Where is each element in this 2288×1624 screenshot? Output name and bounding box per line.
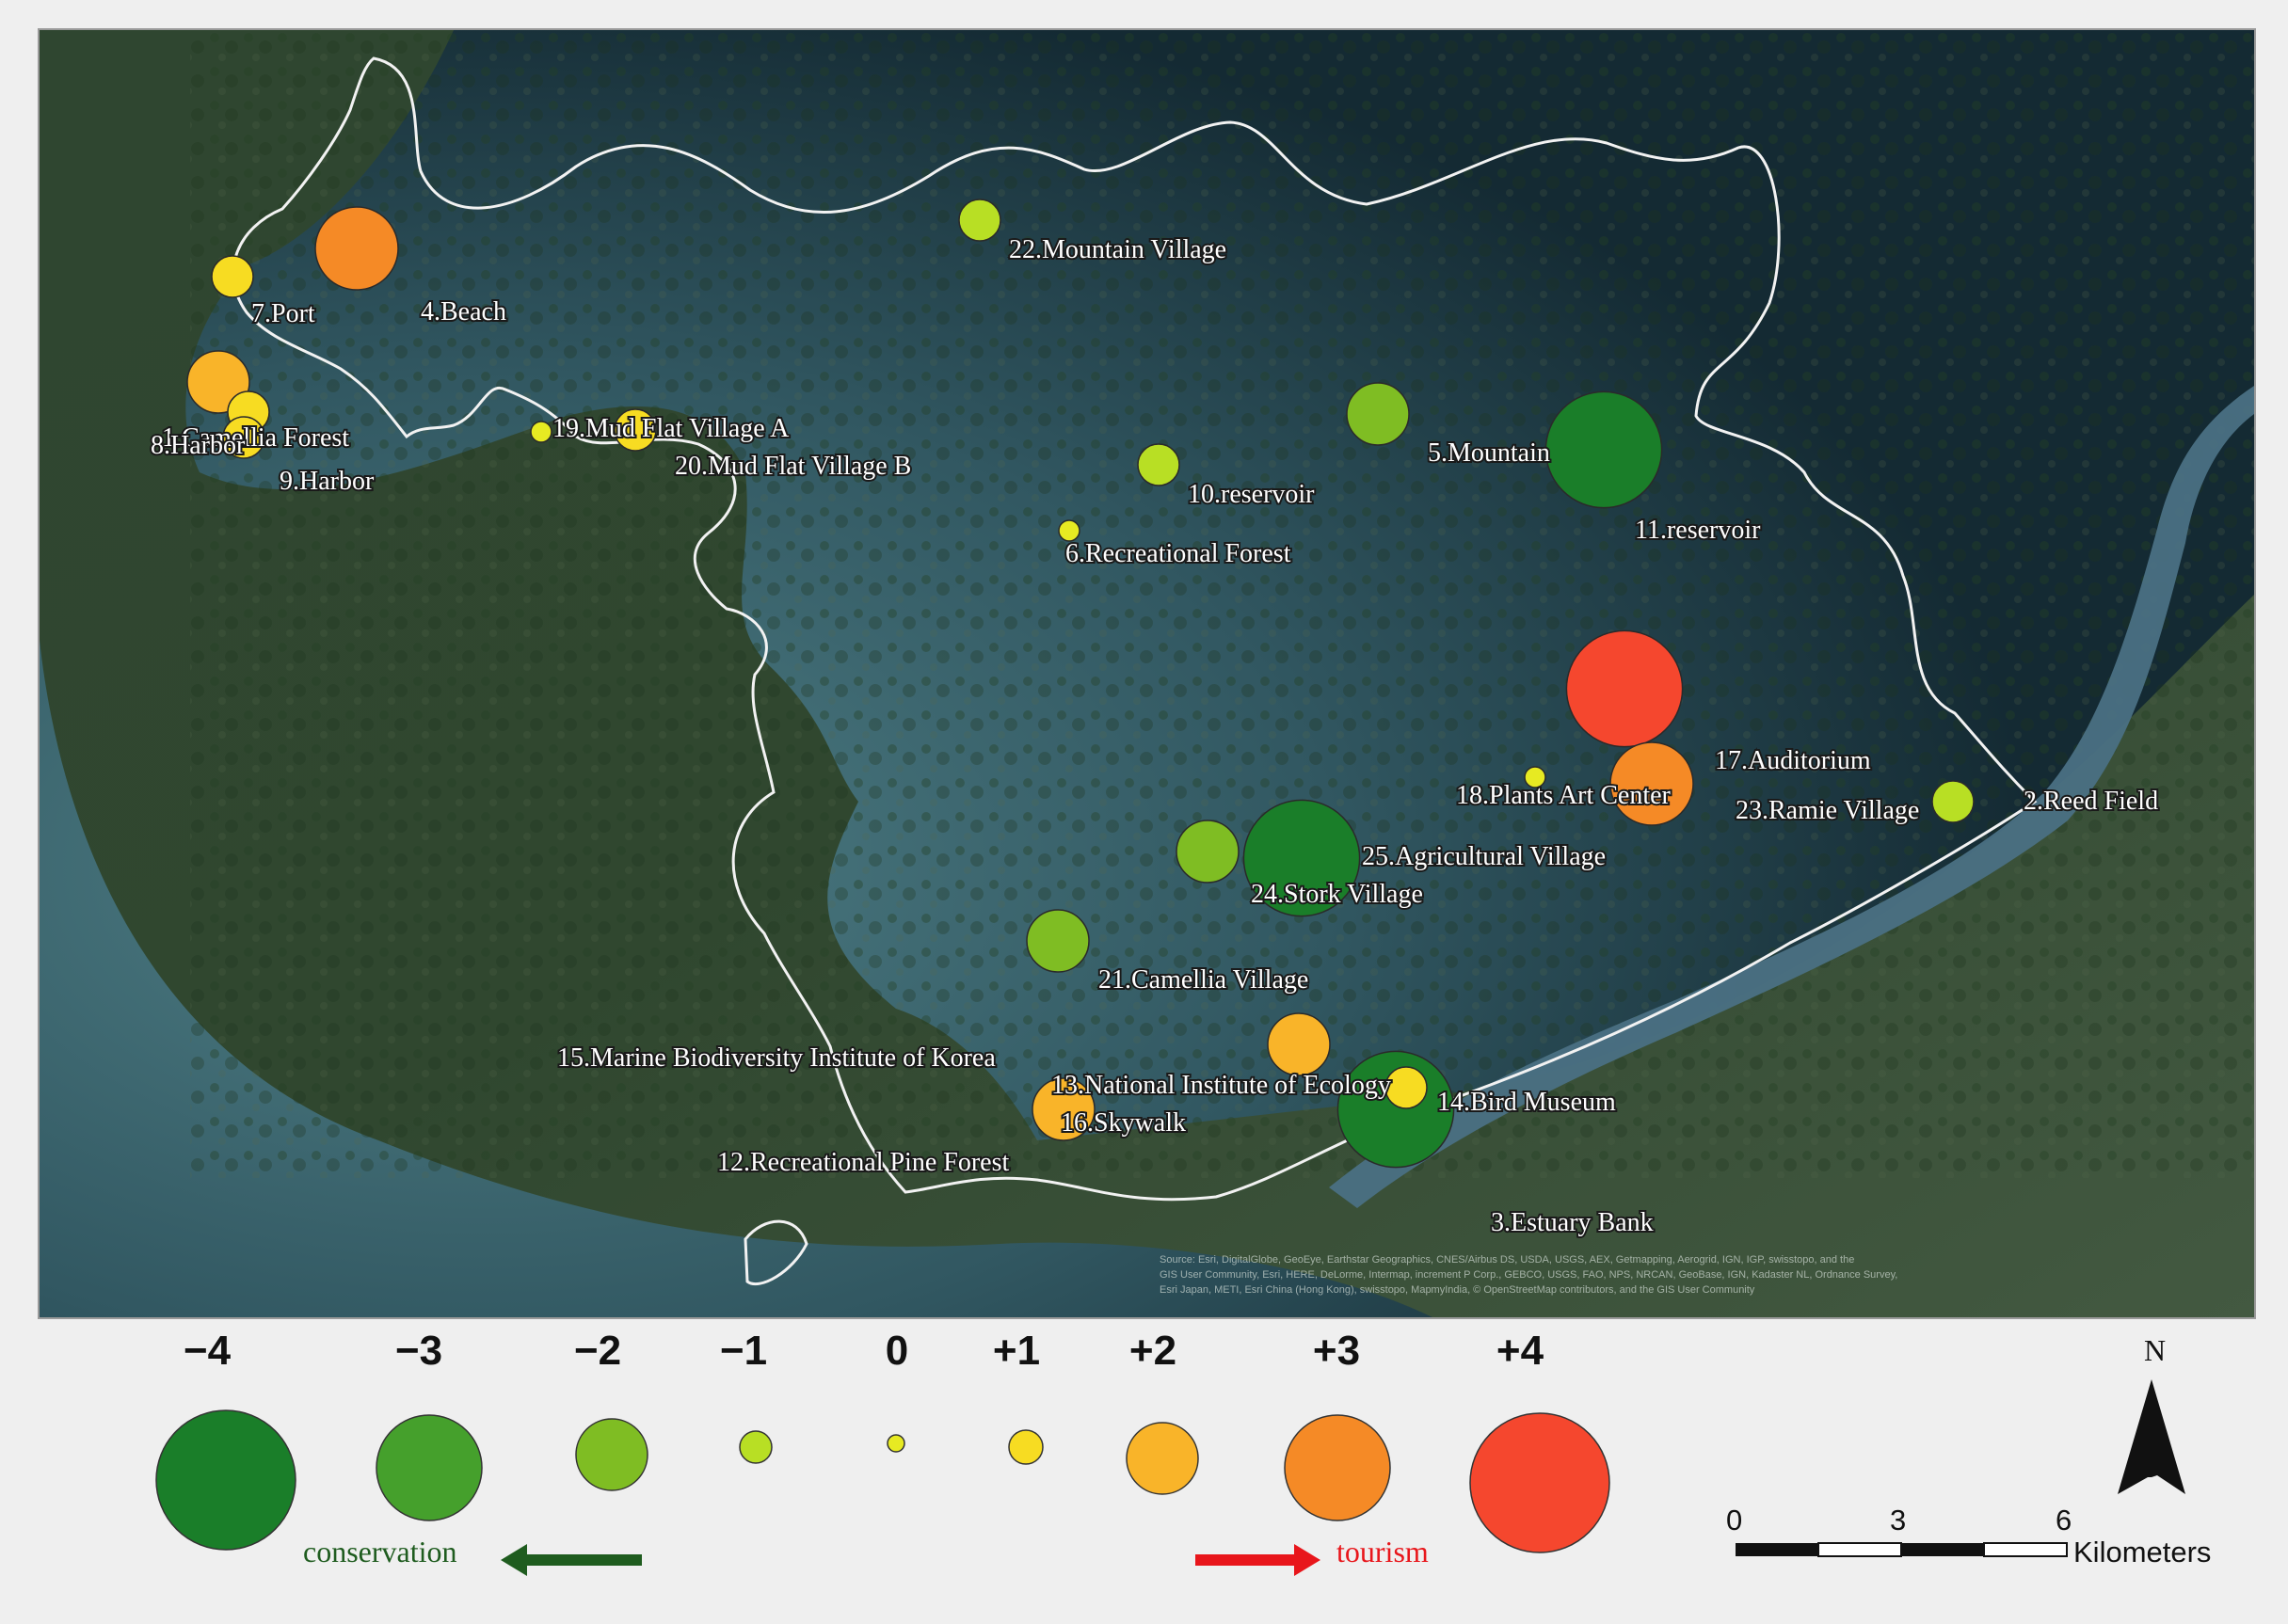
site-label-23: 23.Ramie Village (1736, 796, 1919, 825)
site-circle-3[interactable] (1242, 799, 1361, 917)
north-arrow-icon (2118, 1379, 2185, 1494)
scale-unit: Kilometers (2073, 1536, 2211, 1568)
site-label-24: 24.Stork Village (1251, 880, 1423, 909)
site-label-12: 12.Recreational Pine Forest (717, 1148, 1009, 1177)
legend-circle-4 (739, 1430, 773, 1464)
site-label-18: 18.Plants Art Center (1456, 781, 1672, 810)
site-circle-23[interactable] (530, 421, 552, 443)
legend-label-2: −3 (395, 1328, 442, 1374)
site-label-22: 22.Mountain Village (1009, 235, 1226, 264)
scale-bar-segment-2 (1817, 1542, 1902, 1557)
site-circle-1[interactable] (1565, 629, 1684, 748)
site-circle-19[interactable] (1609, 741, 1694, 826)
site-circle-2[interactable] (1176, 820, 1240, 884)
legend-graphic: −4 −3 −2 −1 0 +1 +2 +3 +4 conservation tourism N… (155, 1328, 2211, 1576)
legend-panel: −4 −3 −2 −1 0 +1 +2 +3 +4 conservation tourism N… (0, 1317, 2288, 1624)
site-label-15: 15.Marine Biodiversity Institute of Kore… (557, 1043, 996, 1073)
site-label-2: 2.Reed Field (2024, 787, 2158, 816)
site-label-8: 8.Harbor (151, 431, 246, 460)
site-label-13: 13.National Institute of Ecology (1051, 1071, 1391, 1100)
scale-bar-segment-3 (1901, 1543, 1984, 1556)
north-letter: N (2144, 1333, 2166, 1367)
site-circle-4[interactable] (1026, 909, 1090, 973)
legend-circle-3 (575, 1418, 648, 1491)
site-circle-18[interactable] (1524, 766, 1546, 788)
site-circle-22[interactable] (614, 408, 657, 452)
site-circle-9[interactable] (1346, 382, 1410, 446)
scale-tick-3: 3 (1890, 1504, 1906, 1536)
site-circle-10[interactable] (1137, 443, 1180, 486)
legend-circle-6 (1008, 1429, 1044, 1465)
legend-label-9: +4 (1496, 1328, 1544, 1374)
legend-circle-9 (1469, 1412, 1610, 1553)
conservation-arrow-icon (501, 1544, 642, 1576)
site-label-16: 16.Skywalk (1061, 1108, 1186, 1138)
site-circle-21[interactable] (1544, 390, 1663, 509)
site-label-5: 5.Mountain (1428, 438, 1550, 468)
site-label-4: 4.Beach (421, 297, 506, 326)
site-circle-17[interactable] (1931, 780, 1975, 823)
map-attribution-line-2: GIS User Community, Esri, HERE, DeLorme,… (1160, 1269, 1897, 1281)
site-circles (186, 199, 1975, 1169)
site-label-14: 14.Bird Museum (1437, 1088, 1616, 1117)
tourism-arrow-icon (1195, 1544, 1320, 1576)
site-labels: 1.Camellia Forest 2.Reed Field 3.Estuary B… (149, 233, 2160, 1239)
site-label-3: 3.Estuary Bank (1491, 1208, 1654, 1237)
site-circle-6[interactable] (1032, 1077, 1096, 1141)
map-attribution-line-3: Esri Japan, METI, Esri China (Hong Kong)… (1160, 1284, 1755, 1296)
site-circle-15[interactable] (211, 255, 254, 298)
legend-label-3: −2 (574, 1328, 621, 1374)
site-circle-20[interactable] (1058, 519, 1080, 542)
scale-bar-segment-4 (1983, 1542, 2068, 1557)
land-texture (190, 30, 2254, 1178)
site-label-10: 10.reservoir (1188, 480, 1315, 509)
site-circle-16[interactable] (314, 206, 399, 291)
scale-bar-segment-1 (1736, 1543, 1818, 1556)
legend-label-4: −1 (720, 1328, 767, 1374)
site-circle-14[interactable] (222, 416, 265, 459)
legend-circle-8 (1284, 1414, 1391, 1521)
conservation-label: conservation (303, 1535, 457, 1568)
legend-label-8: +3 (1313, 1328, 1360, 1374)
satellite-map[interactable]: 1.Camellia Forest 2.Reed Field 3.Estuary B… (40, 30, 2254, 1317)
site-label-17: 17.Auditorium (1715, 746, 1871, 775)
legend-label-6: +1 (993, 1328, 1040, 1374)
map-attribution-line-1: Source: Esri, DigitalGlobe, GeoEye, Eart… (1160, 1254, 1854, 1266)
scale-tick-6: 6 (2056, 1504, 2072, 1536)
legend-label-7: +2 (1129, 1328, 1176, 1374)
site-label-6: 6.Recreational Forest (1065, 539, 1291, 568)
site-label-20: 20.Mud Flat Village B (675, 452, 911, 481)
legend-label-5: 0 (886, 1328, 908, 1374)
legend-label-1: −4 (184, 1328, 232, 1374)
site-label-1: 1.Camellia Forest (162, 423, 349, 453)
site-circle-11[interactable] (958, 199, 1001, 242)
site-circle-5[interactable] (1267, 1012, 1331, 1076)
island-boundary (744, 1219, 808, 1286)
site-label-11: 11.reservoir (1635, 516, 1761, 545)
legend-circle-2 (376, 1414, 483, 1521)
map-frame[interactable]: 1.Camellia Forest 2.Reed Field 3.Estuary B… (38, 28, 2256, 1319)
legend-circle-7 (1126, 1422, 1199, 1495)
site-label-19: 19.Mud Flat Village A (552, 414, 790, 443)
site-label-9: 9.Harbor (280, 467, 375, 496)
site-circle-8[interactable] (1384, 1066, 1428, 1109)
legend-circle-1 (155, 1409, 296, 1551)
scale-tick-0: 0 (1726, 1504, 1742, 1536)
site-label-7: 7.Port (251, 299, 315, 328)
site-label-21: 21.Camellia Village (1098, 965, 1308, 995)
site-label-25: 25.Agricultural Village (1362, 842, 1606, 871)
legend-circle-5 (887, 1434, 905, 1453)
study-area-boundary (232, 56, 2038, 1202)
legend-items: −4 −3 −2 −1 0 +1 +2 +3 +4 (155, 1328, 1610, 1553)
tourism-label: tourism (1336, 1535, 1429, 1568)
